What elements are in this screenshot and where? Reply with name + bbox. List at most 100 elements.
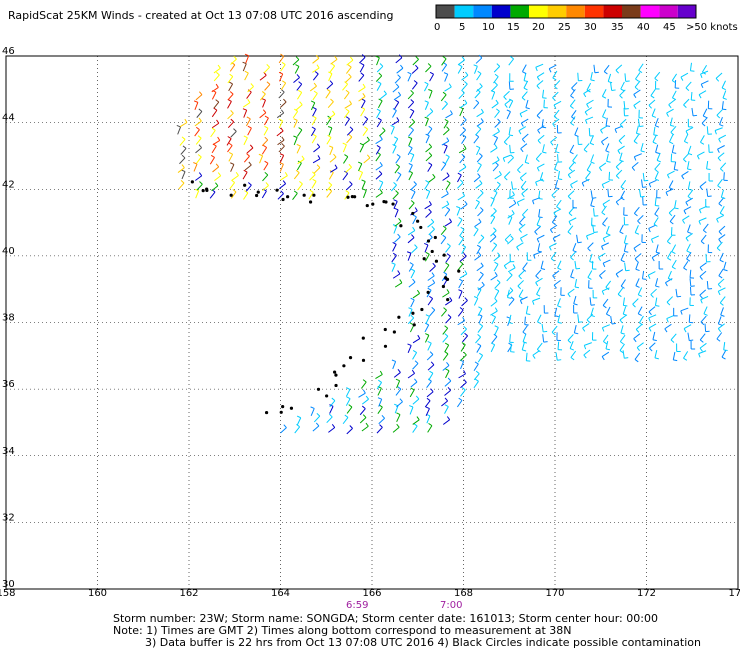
wind-barb	[699, 289, 707, 299]
wind-barb	[656, 152, 662, 163]
wind-barb	[310, 100, 316, 111]
wind-barb	[571, 109, 577, 120]
wind-barb	[669, 214, 676, 225]
wind-barb	[553, 109, 560, 120]
colorbar-label-35: 35	[611, 22, 624, 33]
wind-barb	[393, 233, 401, 243]
wind-barb	[293, 118, 298, 128]
wind-barb	[698, 90, 707, 99]
wind-barb	[492, 190, 498, 200]
wind-barb	[654, 171, 660, 182]
wind-barb	[654, 71, 661, 82]
wind-barb	[623, 207, 628, 216]
wind-barb	[473, 370, 480, 381]
colorbar-swatch	[584, 5, 604, 18]
wind-barb	[261, 144, 268, 155]
wind-barb	[634, 80, 641, 91]
wind-barb	[391, 117, 400, 126]
wind-barb	[278, 89, 285, 99]
contamination-circle	[383, 327, 387, 332]
wind-barb	[716, 109, 723, 119]
wind-barb	[375, 145, 381, 155]
wind-barb	[445, 296, 453, 306]
wind-barb	[648, 224, 657, 233]
wind-barb	[494, 108, 500, 118]
wind-barb	[457, 307, 464, 317]
wind-barb	[476, 244, 482, 255]
wind-barb	[605, 341, 611, 351]
wind-barb	[699, 181, 707, 191]
wind-barb	[620, 190, 626, 201]
wind-barb	[427, 279, 436, 288]
wind-barb	[567, 334, 574, 344]
wind-barb	[293, 169, 300, 180]
wind-barb	[686, 243, 691, 254]
wind-barb	[717, 145, 725, 153]
wind-barb	[379, 90, 387, 100]
wind-barb	[359, 405, 366, 416]
wind-barb	[444, 206, 451, 217]
wind-barb	[358, 389, 366, 398]
wind-barb	[391, 262, 396, 272]
wind-barb	[426, 351, 434, 361]
colorbar-swatch	[622, 5, 641, 18]
wind-barb	[195, 91, 203, 101]
wind-barb	[689, 278, 695, 287]
wind-barb	[375, 161, 383, 171]
wind-barb	[719, 296, 726, 306]
wind-barb	[392, 143, 397, 154]
wind-barb	[442, 416, 451, 425]
contamination-circle	[281, 405, 285, 409]
wind-barb	[683, 133, 689, 144]
wind-barb	[263, 160, 269, 171]
wind-barb	[593, 208, 599, 217]
wind-barb	[247, 125, 252, 136]
wind-barb	[408, 262, 414, 272]
wind-barb	[329, 145, 334, 156]
wind-barb	[490, 90, 496, 100]
wind-barb	[654, 118, 660, 128]
wind-barb	[461, 81, 468, 91]
wind-barb	[700, 70, 709, 78]
wind-barb	[377, 397, 383, 407]
wind-barb	[441, 200, 450, 209]
wind-barb	[242, 169, 248, 180]
wind-barb	[194, 126, 200, 137]
colorbar-swatch	[640, 5, 660, 18]
wind-barb	[699, 270, 707, 280]
wind-barb	[296, 81, 303, 91]
wind-barb	[477, 189, 484, 200]
wind-barb	[473, 99, 480, 110]
wind-barb	[723, 172, 728, 181]
wind-barb	[443, 262, 450, 272]
wind-barb	[179, 154, 186, 165]
wind-barb	[689, 62, 695, 72]
wind-barb	[651, 108, 657, 118]
wind-barb	[375, 72, 383, 82]
wind-barb	[555, 143, 560, 154]
contamination-circle	[392, 330, 396, 334]
contamination-circle	[361, 336, 365, 340]
wind-map: 158 160 162 164 166 168 170 172 174 30 32 34 36 38 40 4…	[0, 46, 740, 599]
wind-barb	[475, 83, 483, 93]
wind-barb	[410, 268, 416, 279]
wind-barb	[535, 178, 544, 186]
wind-barb	[535, 63, 544, 72]
wind-barb	[586, 232, 595, 240]
wind-barb	[391, 252, 397, 263]
wind-barb	[477, 306, 483, 316]
contamination-circle	[348, 356, 353, 360]
wind-barb	[650, 288, 657, 298]
lon-tick-label: 168	[454, 588, 473, 599]
wind-barb	[674, 80, 680, 89]
wind-barb	[718, 225, 726, 235]
contamination-circle	[289, 406, 294, 410]
wind-barb	[259, 109, 267, 119]
wind-barb	[195, 135, 202, 145]
wind-barb	[509, 334, 514, 344]
wind-barb	[623, 107, 629, 117]
wind-barb	[326, 134, 332, 145]
wind-barb	[213, 64, 221, 74]
wind-barb	[375, 170, 383, 180]
wind-barb	[460, 387, 466, 397]
